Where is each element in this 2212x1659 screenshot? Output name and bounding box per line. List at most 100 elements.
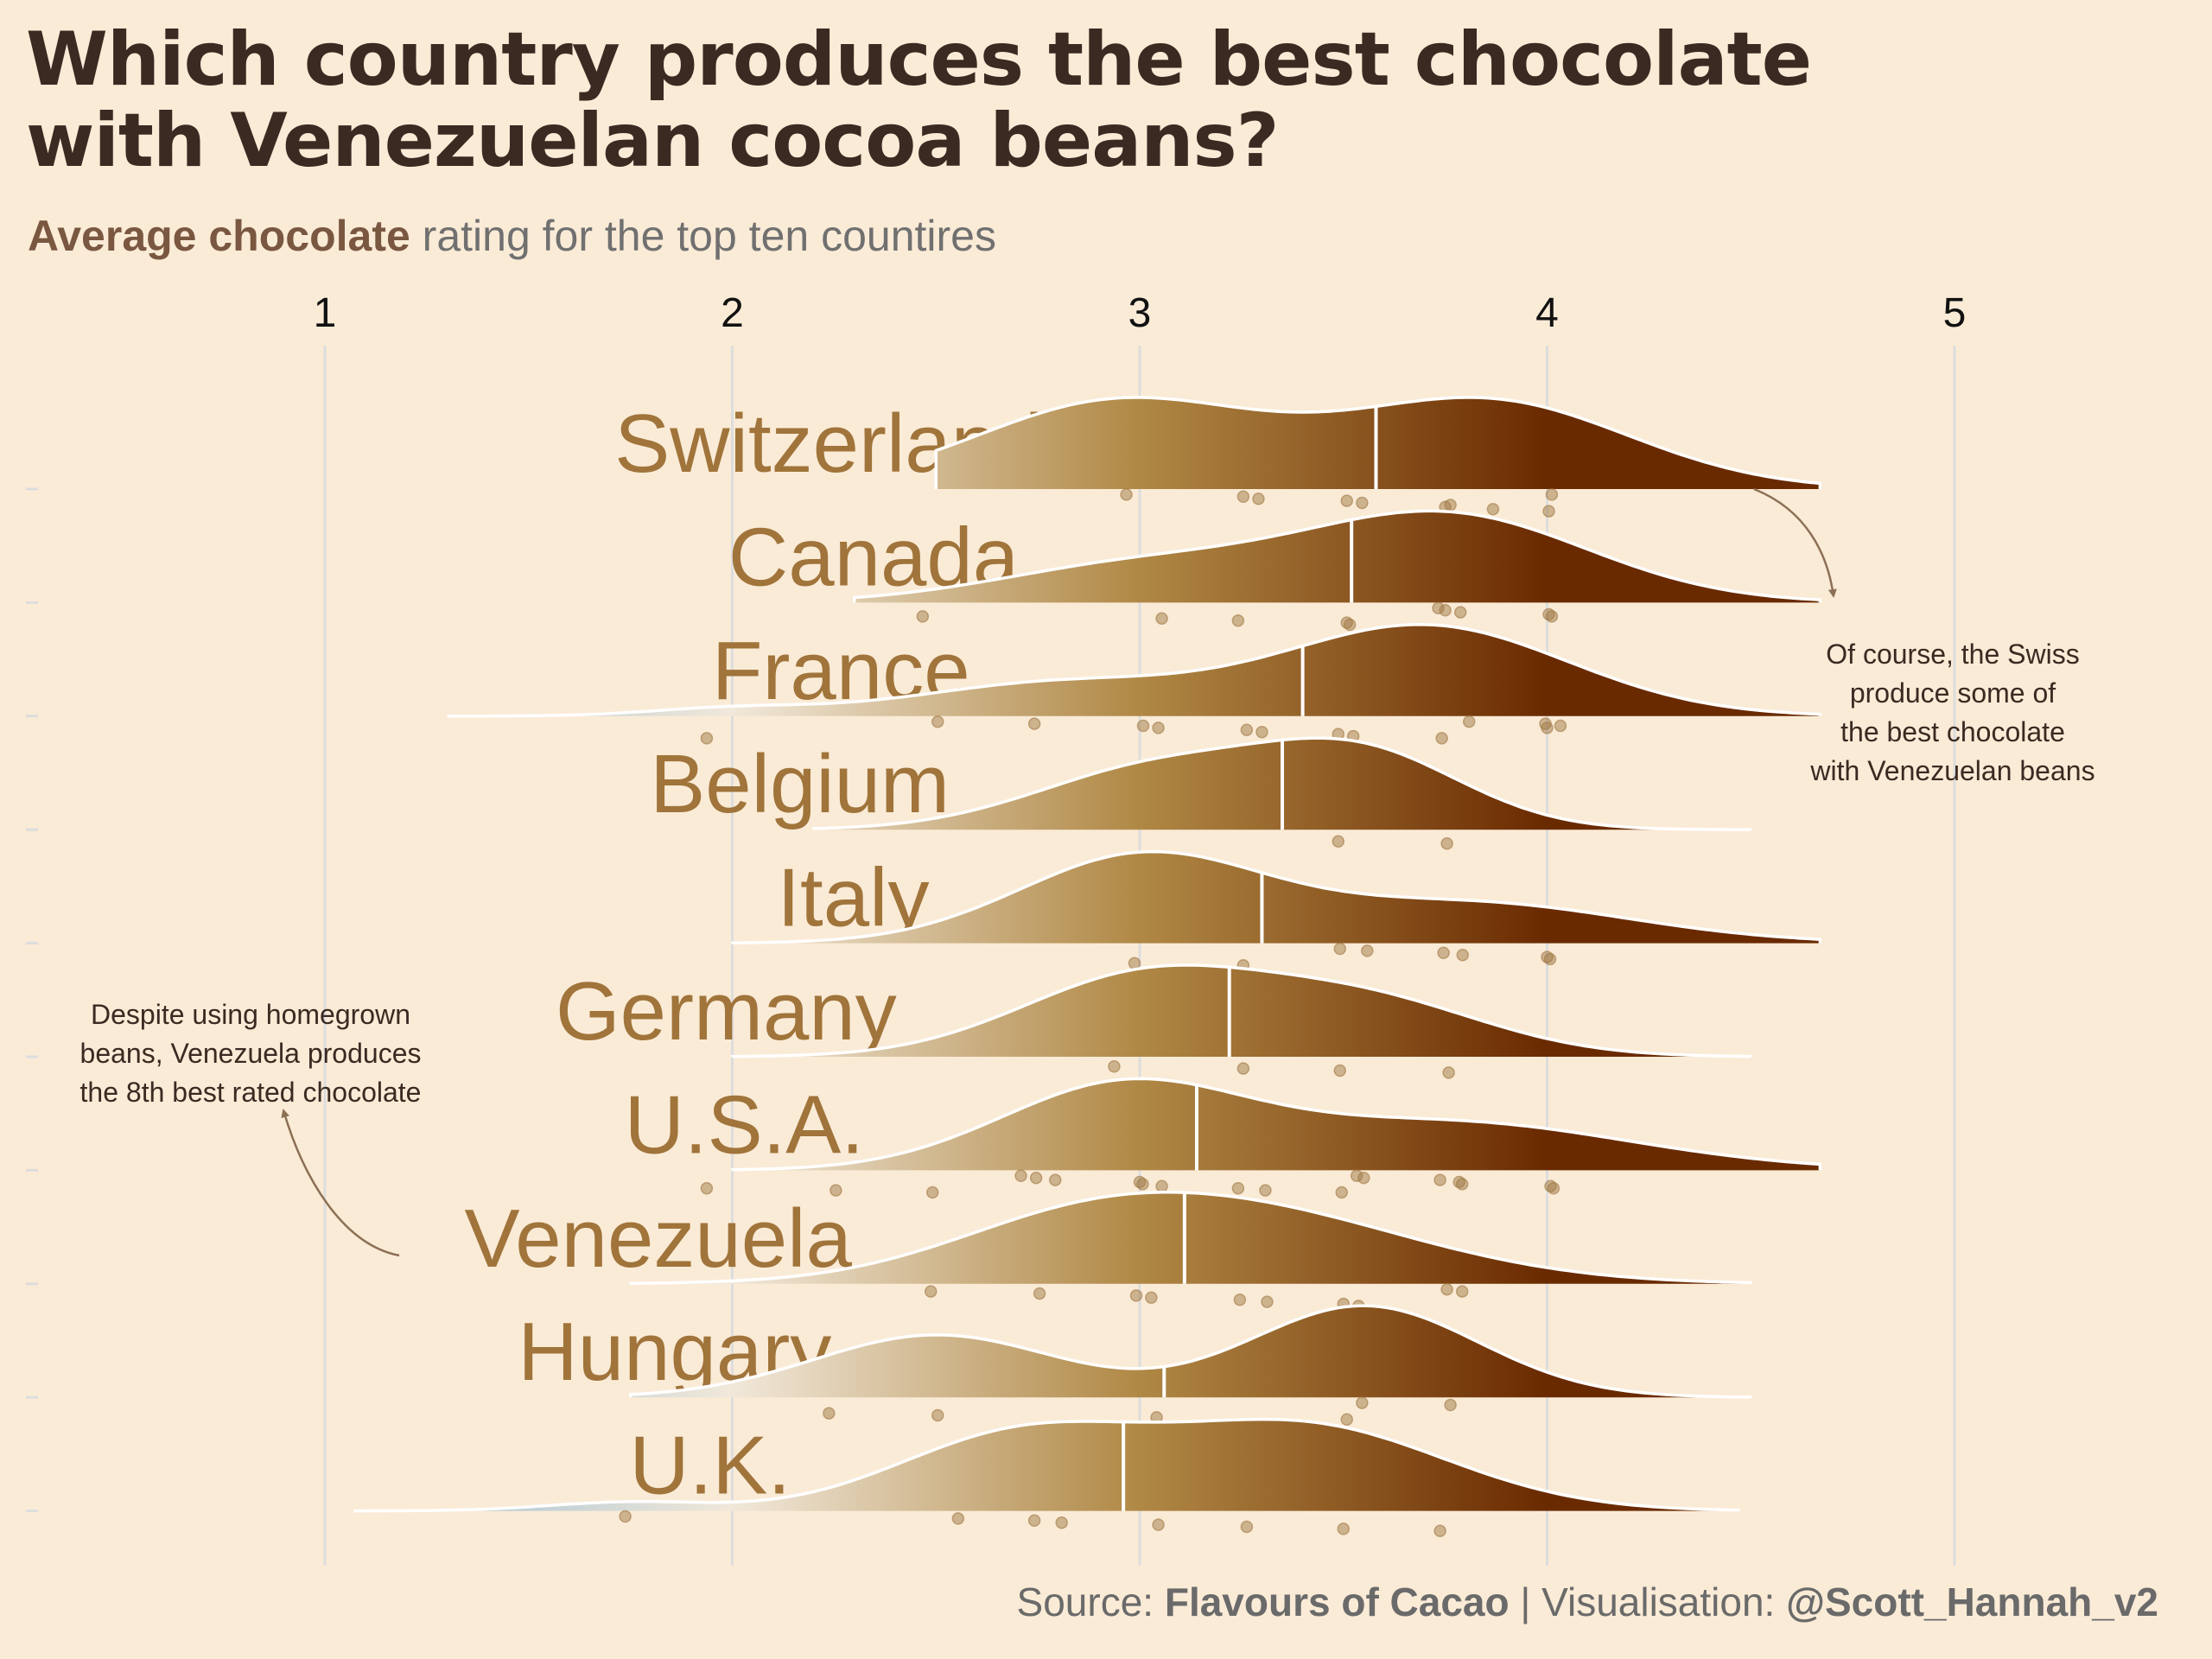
- rating-point: [926, 1185, 939, 1199]
- ridge-france: France: [26, 623, 1822, 745]
- country-label: Venezuela: [464, 1192, 852, 1285]
- rating-point: [1029, 1171, 1043, 1185]
- x-tick-label: 3: [1128, 290, 1152, 336]
- density-area: [447, 624, 1821, 716]
- rating-point: [931, 715, 944, 728]
- swiss-annotation-line-3: the best chocolate: [1840, 716, 2065, 747]
- rating-point: [700, 1181, 714, 1195]
- rating-point: [1439, 603, 1452, 617]
- rating-point: [1453, 606, 1467, 619]
- rating-point: [1337, 1522, 1350, 1535]
- swiss-annotation-line-2: produce some of: [1849, 677, 2056, 709]
- density-outline: [628, 1304, 1753, 1399]
- ridge-belgium: Belgium: [26, 736, 1753, 850]
- source-middle: | Visualisation:: [1509, 1580, 1787, 1624]
- density-area: [732, 851, 1821, 944]
- country-label: Belgium: [650, 738, 950, 830]
- rating-point: [1456, 948, 1470, 962]
- rating-point: [1442, 1066, 1455, 1079]
- rating-point: [1357, 1171, 1370, 1185]
- rating-point: [1462, 715, 1476, 728]
- rating-point: [823, 1407, 836, 1420]
- rating-point: [1554, 719, 1567, 733]
- density-outline: [628, 1191, 1753, 1285]
- rating-point: [951, 1512, 965, 1525]
- country-label: Germany: [556, 965, 897, 1058]
- venezuela-annotation-arrow: [281, 1109, 400, 1257]
- swiss-annotation-arrow: [1753, 487, 1837, 598]
- rating-point: [1236, 1062, 1250, 1075]
- source-prefix: Source:: [1016, 1580, 1165, 1624]
- rating-point: [1155, 1179, 1168, 1193]
- swiss-annotation: Of course, the Swiss produce some of the…: [1745, 635, 2160, 791]
- rating-point: [1145, 1291, 1158, 1305]
- rating-point: [1231, 1181, 1245, 1195]
- density-area: [732, 965, 1751, 1057]
- rating-point: [925, 1285, 938, 1298]
- rating-point: [1356, 1396, 1369, 1409]
- rating-point: [1152, 721, 1165, 734]
- rating-point: [1233, 1293, 1247, 1306]
- rating-point: [1240, 1520, 1254, 1534]
- rating-point: [1455, 1285, 1469, 1298]
- rating-point: [916, 610, 930, 623]
- rating-point: [1340, 1413, 1353, 1427]
- rating-point: [1136, 719, 1150, 733]
- title-line-1: Which country produces the best chocolat…: [26, 16, 1812, 103]
- rating-point: [1027, 717, 1041, 730]
- rating-point: [1333, 942, 1346, 956]
- density-outline: [934, 396, 1822, 489]
- rating-point: [1547, 1181, 1560, 1195]
- author-handle: @Scott_Hannah_v2: [1786, 1580, 2158, 1624]
- ridge-hungary: Hungary: [26, 1304, 1753, 1427]
- ridge-venezuela: Venezuela: [26, 1191, 1753, 1313]
- rating-point: [1545, 488, 1559, 501]
- density-outline: [812, 736, 1753, 831]
- density-outline: [730, 849, 1822, 944]
- density-area: [353, 1419, 1739, 1511]
- density-area: [732, 1078, 1821, 1171]
- density-area: [854, 511, 1821, 603]
- rating-point: [1335, 1185, 1348, 1199]
- chart-title: Which country produces the best chocolat…: [26, 19, 2186, 181]
- rating-point: [1333, 1064, 1346, 1077]
- rating-point: [1435, 732, 1448, 745]
- rating-point: [1361, 944, 1374, 957]
- rating-point: [1236, 490, 1250, 504]
- rating-point: [1255, 725, 1268, 739]
- rating-point: [1155, 612, 1168, 626]
- venezuela-annotation: Despite using homegrown beans, Venezuela…: [26, 995, 475, 1112]
- rating-point: [1332, 835, 1344, 849]
- chart-subtitle: Average chocolate rating for the top ten…: [28, 210, 996, 262]
- rating-point: [1340, 494, 1353, 507]
- swiss-annotation-line-1: Of course, the Swiss: [1826, 639, 2080, 670]
- density-outline: [730, 1077, 1822, 1172]
- rating-point: [1055, 1516, 1068, 1529]
- title-line-2: with Venezuelan cocoa beans?: [26, 98, 1280, 184]
- venezuela-annotation-line-1: Despite using homegrown: [91, 999, 410, 1030]
- density-outline: [447, 623, 1822, 718]
- rating-point: [700, 732, 714, 745]
- country-label: U.K.: [629, 1420, 791, 1512]
- rating-point: [1259, 1184, 1272, 1197]
- density-outline: [730, 963, 1753, 1058]
- rating-point: [1049, 1173, 1062, 1186]
- source-name: Flavours of Cacao: [1164, 1580, 1510, 1624]
- x-tick-label: 4: [1535, 290, 1559, 336]
- rating-point: [1152, 1518, 1165, 1531]
- source-caption: Source: Flavours of Cacao | Visualisatio…: [1017, 1578, 2158, 1626]
- density-outline: [353, 1417, 1740, 1513]
- x-tick-label: 1: [314, 290, 337, 336]
- rating-point: [1033, 1287, 1046, 1300]
- venezuela-annotation-line-3: the 8th best rated chocolate: [79, 1077, 422, 1108]
- rating-point: [1261, 1295, 1274, 1308]
- rating-point: [1455, 1178, 1469, 1191]
- rating-point: [1440, 1282, 1453, 1296]
- rating-point: [1240, 723, 1254, 737]
- ridge-germany: Germany: [26, 963, 1753, 1079]
- subtitle-rest: rating for the top ten countires: [410, 212, 996, 260]
- density-area: [630, 1306, 1751, 1398]
- country-label: U.S.A.: [625, 1078, 864, 1171]
